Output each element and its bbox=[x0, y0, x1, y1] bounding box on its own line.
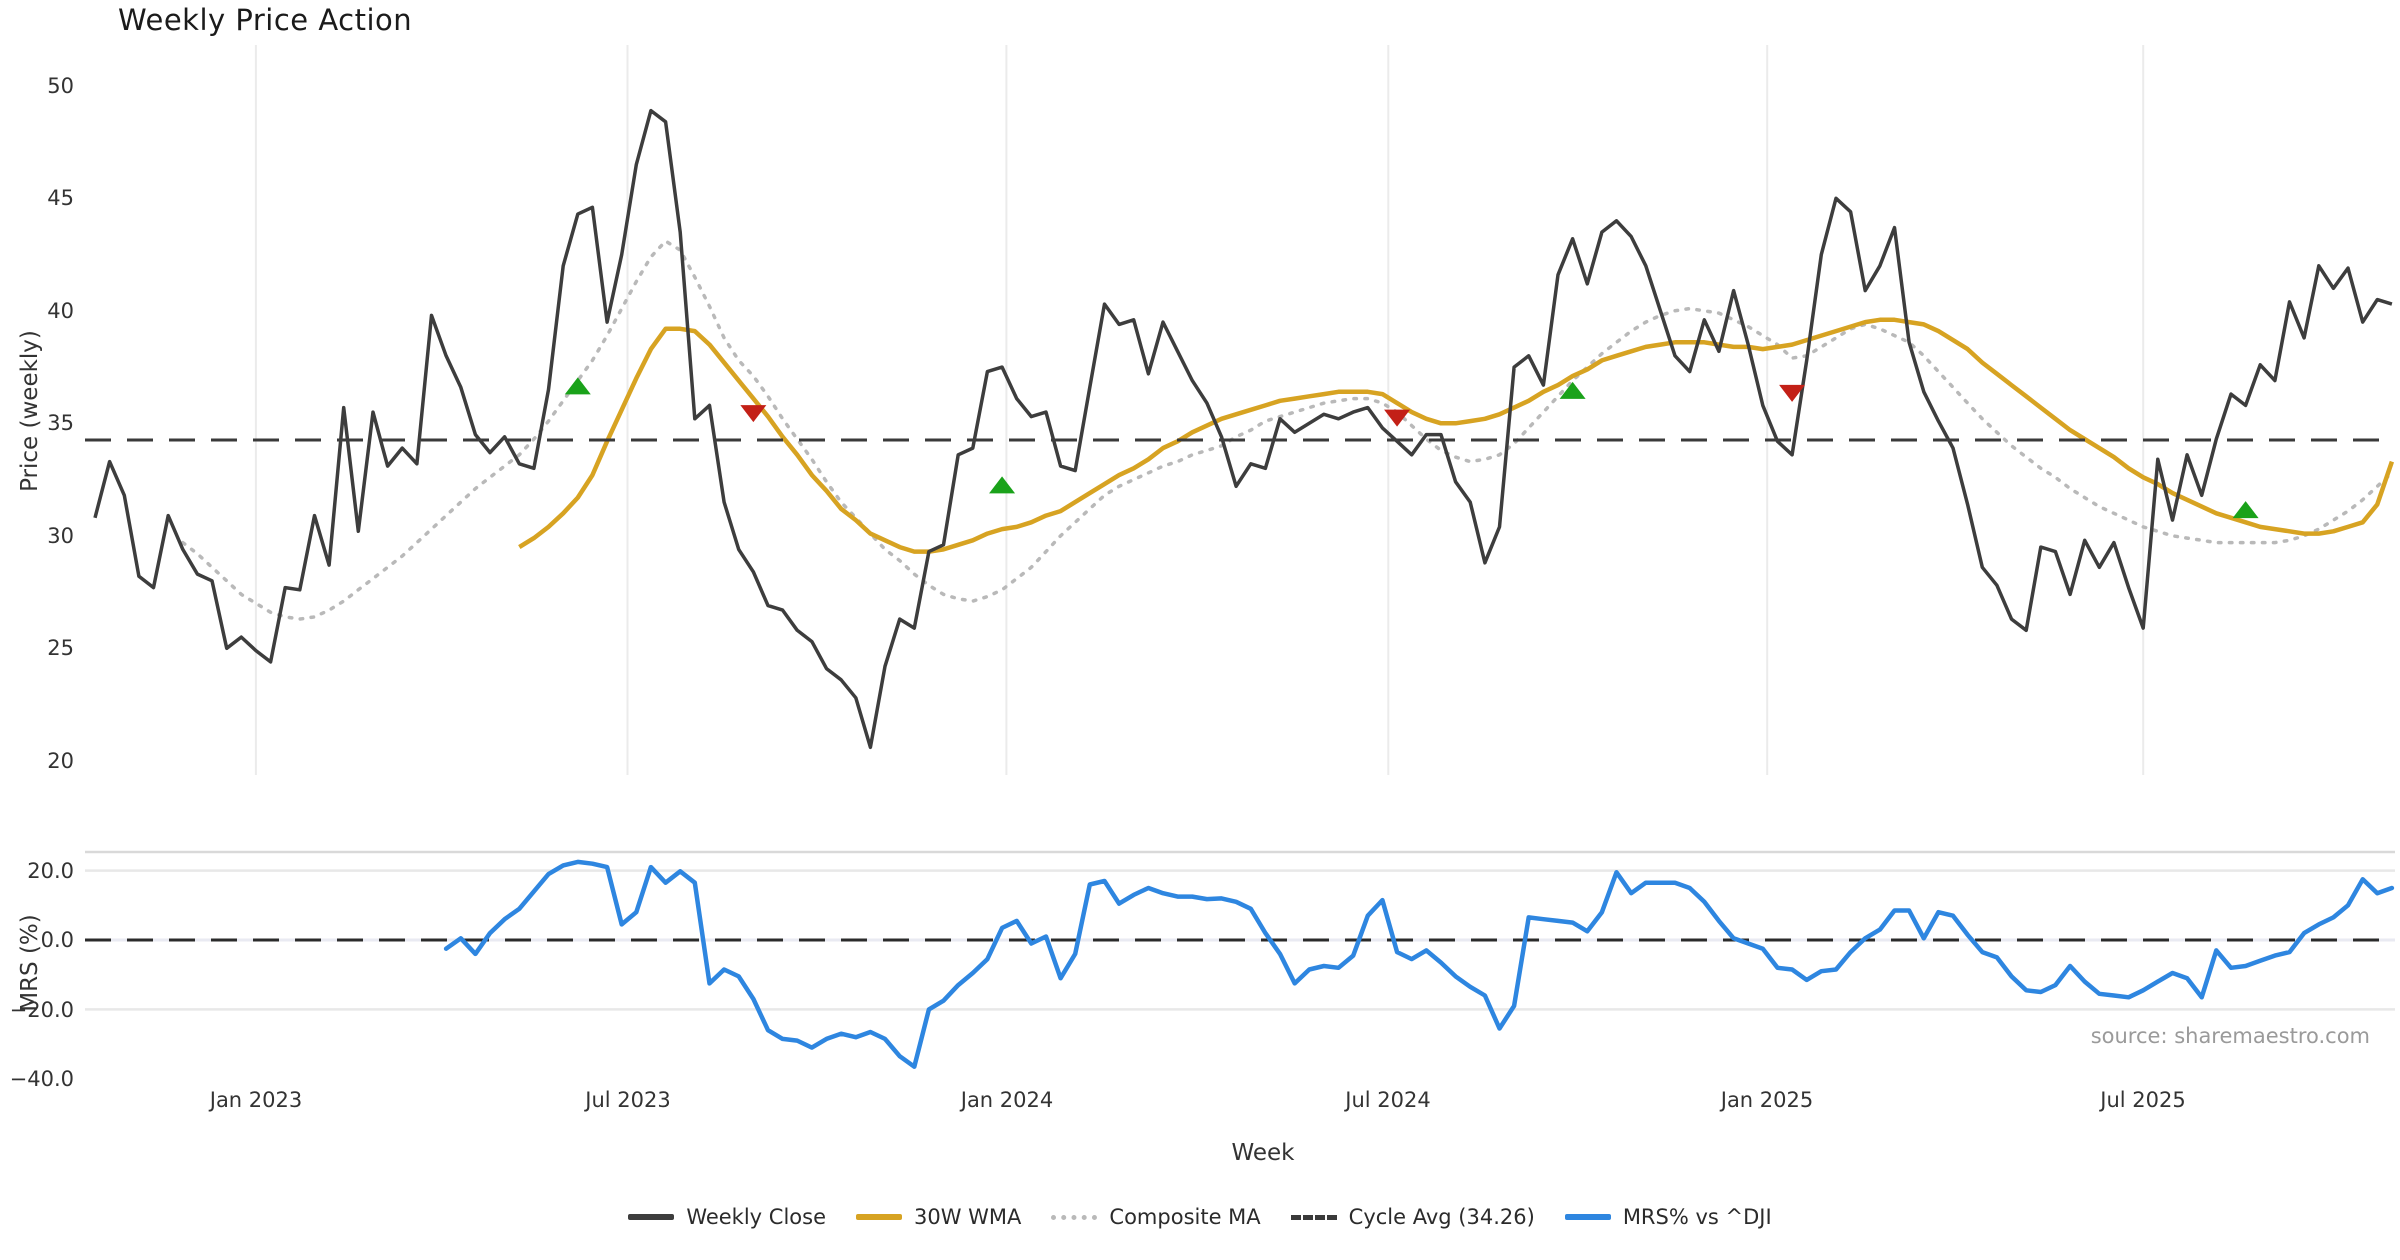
legend-item-cycle-avg: Cycle Avg (34.26) bbox=[1290, 1205, 1535, 1229]
price-y-tick: 50 bbox=[47, 74, 74, 98]
legend-item-composite-ma: Composite MA bbox=[1051, 1205, 1261, 1229]
source-note: source: sharemaestro.com bbox=[2090, 1024, 2370, 1048]
mrs-y-tick: 0.0 bbox=[40, 928, 74, 952]
price-y-tick: 30 bbox=[47, 524, 74, 548]
legend: Weekly Close 30W WMA Composite MA Cycle … bbox=[0, 1205, 2400, 1229]
x-tick: Jan 2025 bbox=[1720, 1088, 1814, 1112]
mrs-axis-label: MRS (%) bbox=[17, 914, 43, 1012]
x-tick: Jan 2024 bbox=[960, 1088, 1054, 1112]
mrs-y-tick: −40.0 bbox=[9, 1067, 74, 1091]
price-y-tick: 35 bbox=[47, 411, 74, 435]
x-axis-label: Week bbox=[1231, 1140, 1295, 1166]
cycle-avg-dashed-swatch-icon bbox=[1290, 1214, 1337, 1220]
mrs-line-swatch-icon bbox=[1564, 1214, 1611, 1220]
legend-label: Cycle Avg (34.26) bbox=[1348, 1205, 1535, 1229]
legend-item-mrs: MRS% vs ^DJI bbox=[1564, 1205, 1772, 1229]
legend-item-30w-wma: 30W WMA bbox=[856, 1205, 1021, 1229]
mrs-y-tick: −20.0 bbox=[9, 998, 74, 1022]
price-axis-label: Price (weekly) bbox=[17, 330, 43, 492]
composite-ma-dotted-swatch-icon bbox=[1051, 1214, 1098, 1220]
mrs-y-tick: 20.0 bbox=[27, 859, 74, 883]
legend-label: Composite MA bbox=[1109, 1205, 1261, 1229]
x-tick: Jul 2025 bbox=[2100, 1088, 2186, 1112]
legend-item-weekly-close: Weekly Close bbox=[628, 1205, 826, 1229]
weekly-close-line-swatch-icon bbox=[628, 1214, 675, 1220]
x-tick: Jan 2023 bbox=[209, 1088, 303, 1112]
price-y-tick: 20 bbox=[47, 749, 74, 773]
legend-label: Weekly Close bbox=[686, 1205, 826, 1229]
wma-line-swatch-icon bbox=[856, 1214, 902, 1220]
price-y-tick: 25 bbox=[47, 636, 74, 660]
legend-label: 30W WMA bbox=[914, 1205, 1022, 1229]
x-tick: Jul 2023 bbox=[585, 1088, 671, 1112]
x-tick: Jul 2024 bbox=[1345, 1088, 1431, 1112]
chart-title: Weekly Price Action bbox=[118, 3, 413, 37]
price-y-tick: 40 bbox=[47, 299, 74, 323]
legend-label: MRS% vs ^DJI bbox=[1622, 1205, 1772, 1229]
price-y-tick: 45 bbox=[47, 186, 74, 210]
